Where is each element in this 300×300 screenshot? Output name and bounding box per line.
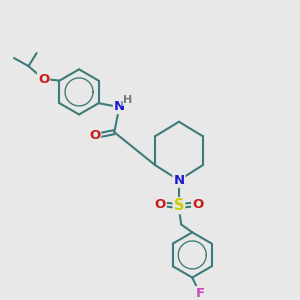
Text: O: O (38, 73, 49, 86)
Text: H: H (123, 95, 132, 105)
Text: N: N (173, 174, 184, 187)
Text: O: O (154, 198, 166, 211)
Text: N: N (114, 100, 125, 113)
Text: S: S (174, 198, 184, 213)
Text: O: O (192, 198, 203, 211)
Text: O: O (89, 129, 100, 142)
Text: F: F (196, 287, 205, 300)
